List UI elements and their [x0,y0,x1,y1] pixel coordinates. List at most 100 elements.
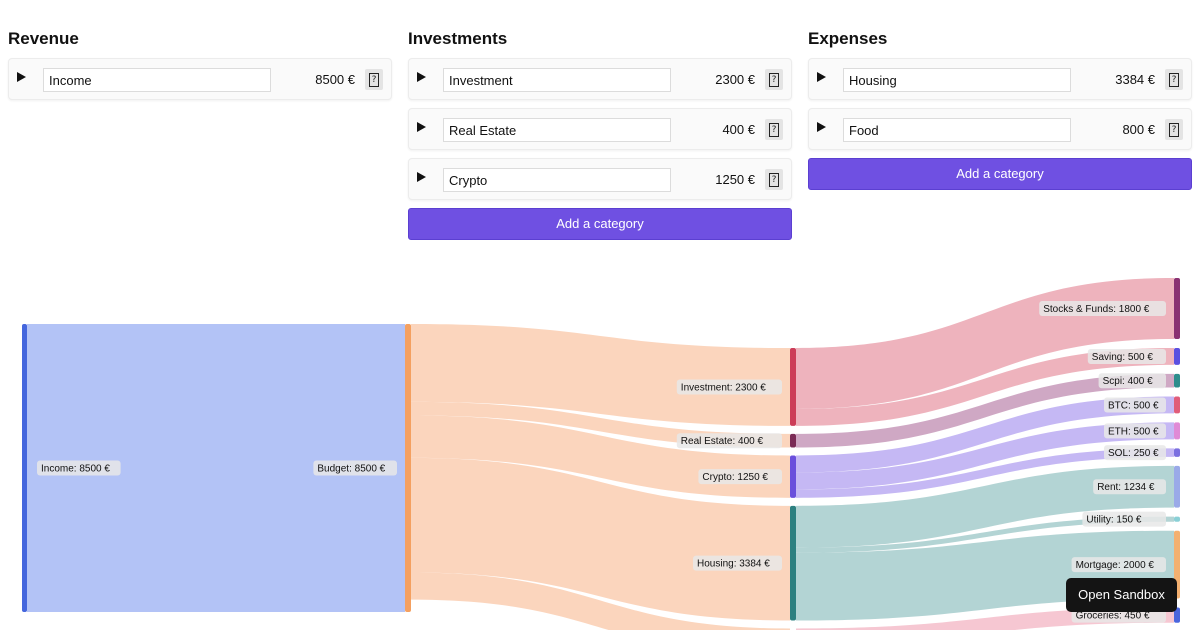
sankey-node-utility[interactable] [1174,516,1180,522]
expand-triangle-icon[interactable] [417,72,426,82]
sankey-label-text: Saving: 500 € [1092,352,1154,363]
help-box-icon: ? [769,122,779,137]
sankey-label-text: Housing: 3384 € [697,559,770,570]
sankey-link-investment-saving [796,347,1174,426]
category-name-input[interactable] [443,68,671,92]
sankey-label-text: Real Estate: 400 € [681,436,764,447]
open-sandbox-button[interactable]: Open Sandbox [1066,578,1177,612]
expand-triangle-icon[interactable] [17,72,26,82]
category-row: 1250 €? [408,158,792,200]
category-amount: 3384 € [1115,72,1155,87]
help-icon-button[interactable]: ? [765,169,783,190]
sankey-link-budget-crypto [411,415,790,498]
help-icon-button[interactable]: ? [1165,119,1183,140]
sankey-label-realestate: Real Estate: 400 € [676,433,782,449]
sankey-label-text: SOL: 250 € [1108,448,1159,459]
sankey-node-realestate[interactable] [790,433,796,448]
sankey-label-eth: ETH: 500 € [1104,423,1166,439]
sankey-node-crypto[interactable] [790,455,796,498]
sankey-node-investment[interactable] [790,348,796,426]
sankey-node-housing[interactable] [790,505,796,621]
category-row: 2300 €? [408,58,792,100]
sankey-label-text: ETH: 500 € [1108,426,1159,437]
category-name-input[interactable] [443,118,671,142]
sankey-label-mortgage: Mortgage: 2000 € [1071,557,1166,573]
add-category-button[interactable]: Add a category [808,158,1192,190]
sankey-link-budget-investment [411,324,790,426]
sankey-label-text: Crypto: 1250 € [702,472,768,483]
sankey-node-rent[interactable] [1174,465,1180,508]
sankey-label-rent: Rent: 1234 € [1093,479,1166,495]
column-expenses: Expenses3384 €?800 €?Add a category [808,28,1192,190]
category-amount: 1250 € [715,172,755,187]
category-row: 800 €? [808,108,1192,150]
sankey-label-text: Budget: 8500 € [317,464,385,475]
expand-triangle-icon[interactable] [817,122,826,132]
column-revenue: Revenue 8500 €? [8,28,392,108]
sankey-label-text: Income: 8500 € [41,464,110,475]
sankey-label-scpi: Scpi: 400 € [1098,373,1166,389]
category-amount: 2300 € [715,72,755,87]
column-investments: Investments2300 €?400 €?1250 €?Add a cat… [408,28,792,240]
category-amount: 800 € [1122,122,1155,137]
sankey-label-text: Groceries: 450 € [1076,611,1150,622]
sankey-node-income[interactable] [22,324,27,612]
sankey-node-stocks[interactable] [1174,278,1180,339]
sankey-label-crypto: Crypto: 1250 € [698,469,782,485]
sankey-node-eth[interactable] [1174,422,1180,440]
help-box-icon: ? [1169,72,1179,87]
sankey-label-budget: Budget: 8500 € [313,460,397,476]
category-row: 400 €? [408,108,792,150]
category-name-input[interactable] [43,68,271,92]
help-icon-button[interactable]: ? [765,119,783,140]
sankey-label-saving: Saving: 500 € [1087,348,1166,364]
column-title: Revenue [8,29,79,48]
sankey-label-utility: Utility: 150 € [1082,511,1166,527]
sankey-label-housing: Housing: 3384 € [693,555,782,571]
category-row: 3384 €? [808,58,1192,100]
category-name-input[interactable] [843,118,1071,142]
sankey-label-btc: BTC: 500 € [1104,397,1166,413]
sankey-link-crypto-eth [796,422,1174,490]
sankey-label-text: BTC: 500 € [1108,400,1159,411]
sankey-link-income-budget [27,324,405,612]
help-icon-button[interactable]: ? [765,69,783,90]
sankey-label-text: Scpi: 400 € [1103,376,1153,387]
sankey-node-sol[interactable] [1174,448,1180,457]
sankey-label-text: Mortgage: 2000 € [1076,560,1155,571]
expand-triangle-icon[interactable] [817,72,826,82]
sankey-link-crypto-btc [796,396,1174,473]
help-icon-button[interactable]: ? [1165,69,1183,90]
sankey-links [27,278,1174,630]
column-title: Expenses [808,29,888,48]
sankey-link-budget-food [411,572,790,630]
sankey-label-stocks: Stocks & Funds: 1800 € [1039,300,1166,316]
help-box-icon: ? [1169,122,1179,137]
sankey-node-saving[interactable] [1174,347,1180,365]
sankey-label-investment: Investment: 2300 € [676,379,782,395]
sankey-link-housing-rent [796,465,1174,548]
help-box-icon: ? [769,172,779,187]
sankey-node-budget[interactable] [405,324,411,612]
sankey-node-btc[interactable] [1174,396,1180,414]
sankey-link-budget-housing [411,457,790,621]
sankey-label-income: Income: 8500 € [37,460,121,476]
expand-triangle-icon[interactable] [417,122,426,132]
sankey-chart: Income: 8500 € Budget: 8500 € Investment: … [22,278,1180,630]
help-box-icon: ? [369,72,379,87]
category-row: 8500 €? [8,58,392,100]
add-category-button[interactable]: Add a category [408,208,792,240]
category-name-input[interactable] [443,168,671,192]
sankey-link-realestate-scpi [796,373,1174,448]
sankey-node-groceries[interactable] [1174,607,1180,623]
sankey-link-housing-utility [796,516,1174,553]
sankey-label-text: Stocks & Funds: 1800 € [1043,304,1150,315]
sankey-label-text: Rent: 1234 € [1097,482,1155,493]
sankey-label-text: Utility: 150 € [1086,515,1141,526]
category-name-input[interactable] [843,68,1071,92]
column-title: Investments [408,29,508,48]
expand-triangle-icon[interactable] [417,172,426,182]
help-icon-button[interactable]: ? [365,69,383,90]
sankey-node-scpi[interactable] [1174,373,1180,388]
sankey-link-crypto-sol [796,448,1174,498]
